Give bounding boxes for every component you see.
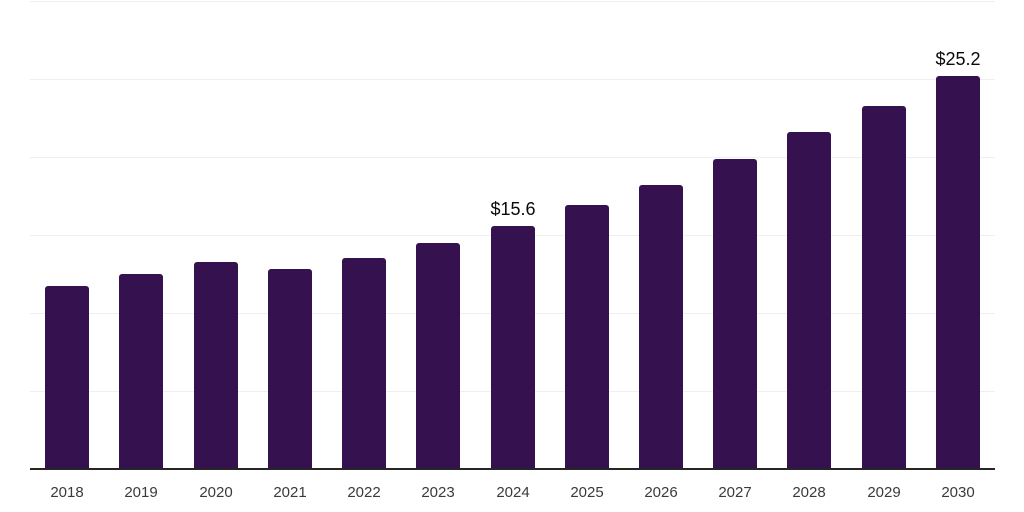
bar-2022 <box>342 258 386 469</box>
x-tick-2025: 2025 <box>570 484 604 501</box>
data-label-2030: $25.2 <box>935 49 981 69</box>
x-axis-line <box>30 468 995 470</box>
x-tick-2018: 2018 <box>50 484 84 501</box>
bar-2029 <box>862 106 906 469</box>
bar-2021 <box>268 269 312 469</box>
x-tick-2030: 2030 <box>941 484 975 501</box>
x-tick-2028: 2028 <box>792 484 826 501</box>
bar-2020 <box>194 262 238 469</box>
x-tick-2020: 2020 <box>199 484 233 501</box>
x-tick-2026: 2026 <box>644 484 678 501</box>
bar-2024 <box>491 226 535 469</box>
bar-2028 <box>787 132 831 469</box>
x-tick-2019: 2019 <box>124 484 158 501</box>
bar-2025 <box>565 205 609 469</box>
data-label-2024: $15.6 <box>490 199 536 219</box>
x-tick-2024: 2024 <box>496 484 530 501</box>
x-tick-2027: 2027 <box>718 484 752 501</box>
gridline-30 <box>30 1 995 2</box>
bar-2019 <box>119 274 163 469</box>
x-tick-2029: 2029 <box>867 484 901 501</box>
bar-2030 <box>936 76 980 469</box>
bar-2018 <box>45 286 89 469</box>
bar-2023 <box>416 243 460 469</box>
bar-2027 <box>713 159 757 469</box>
bar-2026 <box>639 185 683 469</box>
x-tick-2023: 2023 <box>421 484 455 501</box>
x-tick-2022: 2022 <box>347 484 381 501</box>
x-tick-2021: 2021 <box>273 484 307 501</box>
gridline-20 <box>30 157 995 158</box>
gridline-25 <box>30 79 995 80</box>
